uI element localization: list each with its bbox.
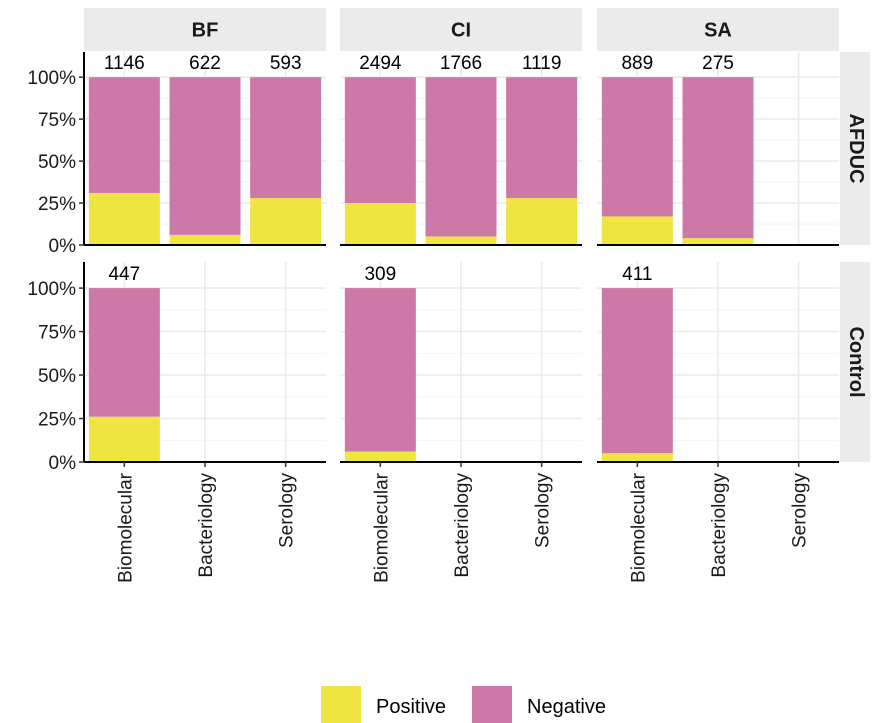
bar-count-label: 889 bbox=[621, 53, 653, 74]
x-tick-label: Biomolecular bbox=[628, 472, 649, 582]
bar-segment-positive bbox=[169, 234, 241, 245]
x-tick-label: Bacteriology bbox=[452, 473, 473, 578]
bar-count-label: 1146 bbox=[104, 53, 145, 74]
facet-strip-bg bbox=[597, 8, 839, 51]
bar-serology: 593 bbox=[250, 53, 322, 245]
panel-afduc-ci: 2494 1766 1119 bbox=[340, 52, 582, 246]
y-tick-label: 0% bbox=[49, 236, 77, 257]
x-tick-label: Serology bbox=[277, 473, 298, 548]
y-tick-label: 50% bbox=[38, 366, 76, 387]
x-tick-label: Biomolecular bbox=[371, 472, 392, 582]
facet-strip-label: AFDUC bbox=[845, 114, 867, 184]
bar-count-label: 622 bbox=[189, 53, 221, 74]
bar-biomolecular: 889 bbox=[601, 53, 673, 245]
facet-strip-bg bbox=[840, 262, 870, 462]
facet-strip-label: BF bbox=[192, 20, 219, 42]
y-tick-label: 25% bbox=[38, 194, 76, 215]
bar-biomolecular: 309 bbox=[344, 264, 416, 462]
bar-segment-negative bbox=[88, 288, 160, 417]
bar-count-label: 2494 bbox=[359, 53, 402, 74]
bar-segment-negative bbox=[425, 77, 497, 237]
bar-segment-positive bbox=[88, 416, 160, 462]
bar-count-label: 1119 bbox=[522, 53, 561, 74]
legend: Positive Negative bbox=[321, 686, 606, 723]
legend-label: Negative bbox=[527, 696, 606, 718]
bar-segment-positive bbox=[344, 203, 416, 245]
legend-item-negative: Negative bbox=[472, 686, 606, 723]
bar-segment-negative bbox=[344, 77, 416, 204]
bar-count-label: 1766 bbox=[440, 53, 482, 74]
bar-biomolecular: 411 bbox=[601, 264, 673, 462]
bar-segment-negative bbox=[88, 77, 160, 193]
facet-strip-label: CI bbox=[451, 20, 471, 42]
bar-segment-positive bbox=[601, 453, 673, 462]
bar-segment-negative bbox=[169, 77, 241, 235]
legend-item-positive: Positive bbox=[321, 686, 446, 723]
legend-label: Positive bbox=[376, 696, 446, 718]
x-tick-label: Serology bbox=[790, 473, 811, 548]
bar-segment-negative bbox=[344, 288, 416, 452]
bar-count-label: 411 bbox=[622, 264, 652, 285]
y-tick-label: 50% bbox=[38, 152, 76, 173]
y-tick-label: 25% bbox=[38, 410, 76, 431]
bar-count-label: 593 bbox=[270, 53, 302, 74]
bar-biomolecular: 447 bbox=[88, 264, 160, 462]
bar-segment-positive bbox=[682, 238, 754, 245]
bar-segment-positive bbox=[344, 451, 416, 462]
y-tick-label: 75% bbox=[38, 323, 76, 344]
facet-strip-label: Control bbox=[845, 326, 867, 397]
panel-control-bf: 447 0% 25% 50% 75% 100% Biomolecular Bacteriolo… bbox=[27, 262, 326, 583]
bar-count-label: 447 bbox=[108, 264, 140, 285]
bar-biomolecular: 1146 bbox=[88, 53, 160, 245]
legend-swatch bbox=[321, 686, 361, 723]
bar-segment-positive bbox=[425, 236, 497, 245]
bar-serology: 1119 bbox=[506, 53, 578, 245]
facet-strip-bg bbox=[84, 8, 326, 51]
bar-segment-positive bbox=[601, 216, 673, 245]
bar-segment-negative bbox=[506, 77, 578, 199]
bar-segment-negative bbox=[601, 77, 673, 217]
panel-afduc-sa: 889 275 bbox=[597, 52, 839, 246]
x-tick-label: Bacteriology bbox=[709, 473, 730, 578]
bar-count-label: 309 bbox=[364, 264, 396, 285]
legend-swatch bbox=[472, 686, 512, 723]
bar-segment-negative bbox=[682, 77, 754, 239]
y-tick-label: 75% bbox=[38, 110, 76, 131]
panel-control-ci: 309 Biomolecular Bacteriology Serology bbox=[340, 262, 582, 583]
facet-strip-afduc: AFDUC bbox=[840, 52, 870, 245]
bar-segment-negative bbox=[601, 288, 673, 454]
y-tick-label: 100% bbox=[27, 279, 76, 300]
bar-segment-positive bbox=[250, 198, 322, 245]
panel-afduc-bf: 1146 622 593 0% 25% 50% 75% 100% bbox=[27, 52, 326, 257]
facet-strip-sa: SA bbox=[597, 8, 839, 51]
y-tick-label: 0% bbox=[49, 453, 77, 474]
bar-bacteriology: 275 bbox=[682, 53, 754, 245]
facet-strip-bf: BF bbox=[84, 8, 326, 51]
x-tick-label: Biomolecular bbox=[115, 472, 136, 582]
facet-strip-bg bbox=[340, 8, 582, 51]
facet-strip-ci: CI bbox=[340, 8, 582, 51]
facet-strip-label: SA bbox=[704, 20, 732, 42]
bar-bacteriology: 1766 bbox=[425, 53, 497, 245]
x-tick-label: Bacteriology bbox=[196, 473, 217, 578]
bar-segment-positive bbox=[88, 192, 160, 245]
bar-biomolecular: 2494 bbox=[344, 53, 416, 245]
y-tick-label: 100% bbox=[27, 68, 76, 89]
panel-control-sa: 411 Biomolecular Bacteriology Serology bbox=[597, 262, 839, 583]
x-tick-label: Serology bbox=[533, 473, 554, 548]
bar-segment-negative bbox=[250, 77, 322, 199]
facet-strip-bg bbox=[840, 52, 870, 245]
bar-bacteriology: 622 bbox=[169, 53, 241, 245]
facet-strip-control: Control bbox=[840, 262, 870, 462]
bar-segment-positive bbox=[506, 198, 578, 245]
bar-count-label: 275 bbox=[702, 53, 734, 74]
